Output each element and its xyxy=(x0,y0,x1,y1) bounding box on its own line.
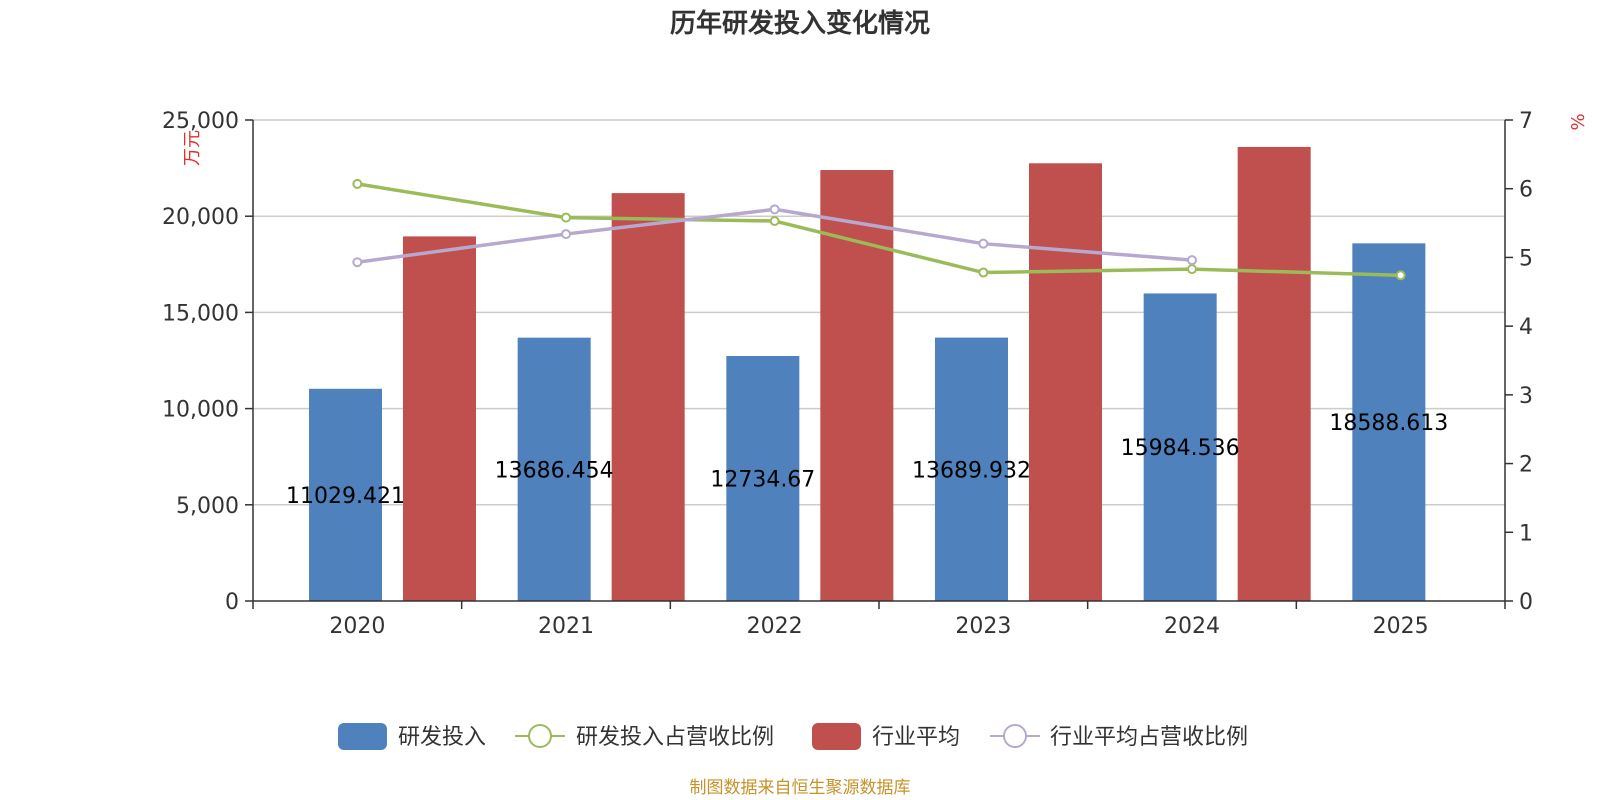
bar-rd-2021 xyxy=(517,337,591,601)
x-tick-label: 2024 xyxy=(1164,614,1220,639)
x-tick-label: 2022 xyxy=(747,614,803,639)
x-tick-label: 2021 xyxy=(538,614,594,639)
line-point xyxy=(561,212,571,223)
bar-value-label: 15984.536 xyxy=(1121,436,1240,461)
line-point xyxy=(352,178,363,189)
data-labels: 11029.421 13686.454 12734.67 13689.932 15984… xyxy=(286,411,1448,509)
bar-industry-2023 xyxy=(1029,163,1102,602)
bar-value-label: 18588.613 xyxy=(1329,411,1448,436)
axes: 0 5,000 10,000 15,000 20,000 25,000 0 1 2 3 4 5 6 7 20… xyxy=(162,109,1589,639)
y-right-tick-label: 2 xyxy=(1519,453,1533,478)
legend-label: 研发投入占营收比例 xyxy=(576,725,774,750)
bar-rd-2020 xyxy=(309,388,382,601)
bar-industry-2024 xyxy=(1237,146,1311,601)
bar-rd-2022 xyxy=(726,355,800,601)
y-right-tick-label: 6 xyxy=(1519,178,1533,203)
bar-value-label: 12734.67 xyxy=(710,467,815,492)
y-left-tick-label: 20,000 xyxy=(162,205,239,230)
y-left-tick-label: 0 xyxy=(225,590,239,615)
chart-title: 历年研发投入变化情况 xyxy=(670,8,930,39)
bars xyxy=(309,146,1426,602)
line-point xyxy=(1187,264,1197,275)
bar-rd-2024 xyxy=(1143,293,1217,601)
y-left-tick-label: 10,000 xyxy=(162,398,239,423)
bar-value-label: 13689.932 xyxy=(912,458,1031,483)
y-right-unit: % xyxy=(1568,113,1589,130)
legend-label: 研发投入 xyxy=(398,725,486,750)
y-left-unit: 万元 xyxy=(182,130,203,166)
x-tick-label: 2023 xyxy=(955,614,1011,639)
source-note: 制图数据来自恒生聚源数据库 xyxy=(690,778,911,798)
bar-value-label: 13686.454 xyxy=(495,458,614,483)
line-point xyxy=(561,229,571,240)
bar-rd-2023 xyxy=(935,337,1008,601)
line-point xyxy=(978,267,989,278)
line-point xyxy=(769,204,780,215)
bar-industry-2021 xyxy=(611,193,685,601)
legend-swatch-bar xyxy=(812,723,861,750)
legend-swatch-bar xyxy=(338,723,387,750)
x-tick-label: 2020 xyxy=(329,614,385,639)
line-point xyxy=(769,216,780,227)
y-right-tick-label: 1 xyxy=(1519,521,1533,546)
y-right-tick-label: 0 xyxy=(1519,590,1533,615)
y-right-tick-label: 7 xyxy=(1519,109,1533,134)
legend: 研发投入 研发投入占营收比例 行业平均 行业平均占营收比例 xyxy=(338,723,1248,750)
y-right-tick-label: 3 xyxy=(1519,384,1533,409)
line-point xyxy=(1187,255,1197,266)
line-series-1 xyxy=(357,182,1401,278)
y-right-tick-label: 5 xyxy=(1519,246,1533,271)
legend-label: 行业平均 xyxy=(872,725,960,750)
line-point xyxy=(1395,270,1406,281)
line-point xyxy=(352,257,363,268)
y-left-tick-label: 25,000 xyxy=(162,109,239,134)
bar-industry-2020 xyxy=(403,236,476,602)
legend-swatch-marker xyxy=(1003,724,1027,748)
bar-value-label: 11029.421 xyxy=(286,484,405,509)
line-point xyxy=(978,238,989,249)
x-tick-label: 2025 xyxy=(1373,614,1429,639)
y-right-tick-label: 4 xyxy=(1519,315,1533,340)
legend-label: 行业平均占营收比例 xyxy=(1050,725,1248,750)
bar-rd-2025 xyxy=(1352,243,1426,601)
y-left-tick-label: 5,000 xyxy=(176,494,239,519)
lines xyxy=(352,178,1406,281)
y-left-tick-label: 15,000 xyxy=(162,301,239,326)
legend-swatch-marker xyxy=(528,724,552,748)
